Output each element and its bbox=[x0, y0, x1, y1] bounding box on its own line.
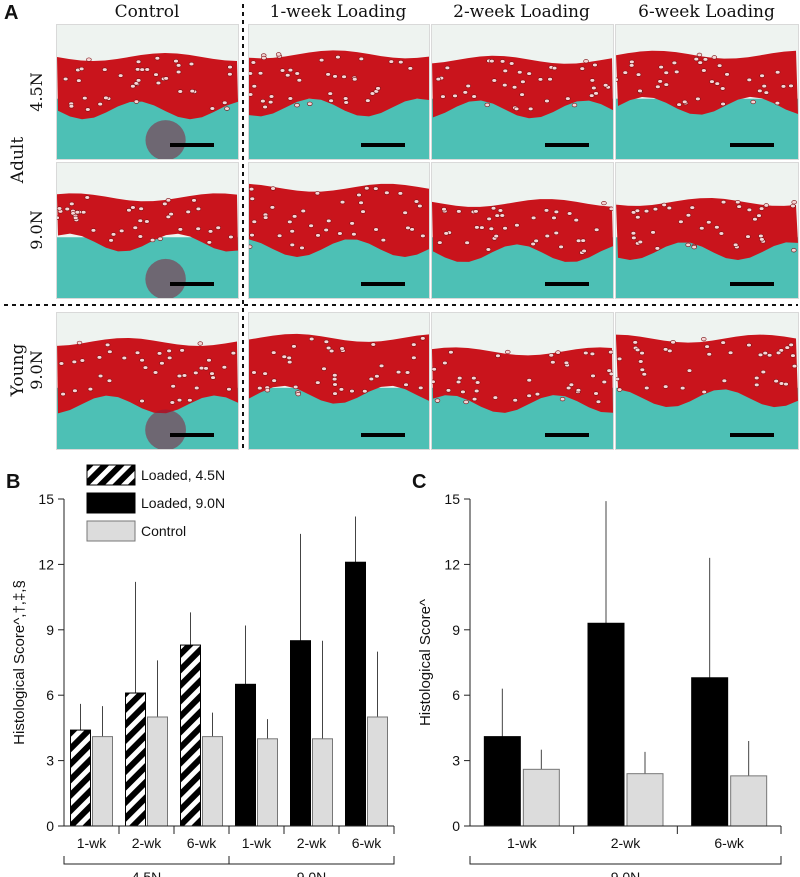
x-tick-label-c: 2-wk bbox=[611, 835, 642, 851]
y-tick-label-b: 12 bbox=[38, 556, 54, 572]
bar-loaded-b bbox=[70, 729, 91, 827]
y-tick-label-b: 15 bbox=[38, 491, 54, 507]
y-tick-label-c: 15 bbox=[444, 491, 460, 507]
y-tick-label-b: 9 bbox=[46, 622, 54, 638]
micrograph-adult-9-0n-2-week bbox=[431, 162, 614, 299]
micrograph-young-9-0n-2-week bbox=[431, 312, 614, 450]
x-tick-label-b: 2-wk bbox=[297, 835, 328, 851]
legend-label-b: Control bbox=[141, 523, 186, 539]
panel-a-letter: A bbox=[4, 2, 19, 24]
bar-control-c bbox=[626, 773, 664, 827]
bar-control-c bbox=[522, 768, 560, 827]
bar-loaded-c bbox=[483, 736, 521, 827]
legend-swatch-b bbox=[86, 492, 136, 514]
group-bracket-b bbox=[63, 856, 230, 865]
bar-control-b bbox=[312, 738, 333, 827]
x-tick-label-b: 6-wk bbox=[352, 835, 383, 851]
y-tick-label-c: 9 bbox=[452, 622, 460, 638]
x-tick-label-c: 6-wk bbox=[714, 835, 745, 851]
column-header-1-week: 1-week Loading bbox=[269, 2, 407, 22]
x-tick-label-c: 1-wk bbox=[507, 835, 538, 851]
legend-label-b: Loaded, 9.0N bbox=[141, 495, 225, 511]
legend-label-b: Loaded, 4.5N bbox=[141, 467, 225, 483]
x-tick-label-b: 1-wk bbox=[77, 835, 108, 851]
micrograph-young-9-0n-1-week bbox=[248, 312, 430, 450]
bar-loaded-b bbox=[290, 640, 311, 827]
y-tick-label-c: 6 bbox=[452, 687, 460, 703]
bar-loaded-b bbox=[125, 692, 146, 827]
bar-loaded-c bbox=[691, 677, 729, 827]
micrograph-adult-9-0n-1-week bbox=[248, 162, 430, 299]
micrograph-adult-4-5n-6-week bbox=[615, 24, 799, 160]
y-tick-label-c: 0 bbox=[452, 818, 460, 834]
micrograph-adult-4-5n-control bbox=[56, 24, 239, 160]
y-tick-label-b: 3 bbox=[46, 753, 54, 769]
micrograph-young-9-0n-6-week bbox=[615, 312, 799, 450]
group-label-b: 9.0N bbox=[297, 869, 327, 877]
group-bracket-b bbox=[228, 856, 395, 865]
bar-loaded-b bbox=[180, 644, 201, 827]
micrograph-young-9-0n-control bbox=[56, 312, 239, 450]
bar-control-b bbox=[147, 716, 168, 827]
y-axis-title-b: Histological Score^,†,‡,§ bbox=[11, 580, 28, 745]
x-tick-label-b: 2-wk bbox=[132, 835, 163, 851]
legend-swatch-b bbox=[86, 464, 136, 486]
column-header-6-week: 6-week Loading bbox=[638, 2, 775, 22]
bar-control-c bbox=[730, 775, 768, 827]
x-tick-label-b: 6-wk bbox=[187, 835, 218, 851]
y-tick-label-b: 6 bbox=[46, 687, 54, 703]
bar-loaded-b bbox=[345, 561, 366, 827]
bar-loaded-b bbox=[235, 683, 256, 827]
bar-loaded-c bbox=[587, 622, 625, 827]
micrograph-adult-9-0n-control bbox=[56, 162, 239, 299]
column-header-control: Control bbox=[114, 2, 180, 22]
x-tick-label-b: 1-wk bbox=[242, 835, 273, 851]
y-tick-label-c: 3 bbox=[452, 753, 460, 769]
group-label-c: 9.0N bbox=[611, 869, 641, 877]
bar-control-b bbox=[257, 738, 278, 827]
legend-swatch-b bbox=[86, 520, 136, 542]
y-tick-label-b: 0 bbox=[46, 818, 54, 834]
y-tick-label-c: 12 bbox=[444, 556, 460, 572]
group-label-b: 4.5N bbox=[132, 869, 162, 877]
panel-a-dividers bbox=[4, 4, 798, 450]
y-axis-title-c: Histological Score^ bbox=[417, 599, 434, 726]
group-bracket-c bbox=[469, 856, 782, 865]
micrograph-adult-9-0n-6-week bbox=[615, 162, 799, 299]
bar-control-b bbox=[202, 736, 223, 827]
bar-control-b bbox=[92, 736, 113, 827]
column-header-2-week: 2-week Loading bbox=[453, 2, 590, 22]
bar-control-b bbox=[367, 716, 388, 827]
panel-c-letter: C bbox=[412, 471, 426, 493]
panel-b-letter: B bbox=[6, 471, 20, 493]
micrograph-adult-4-5n-2-week bbox=[431, 24, 614, 160]
micrograph-adult-4-5n-1-week bbox=[248, 24, 430, 160]
charts-b-c: B C 0 3 6 9 12 15 Histological Score^,†,‡,§ 1-wk 2… bbox=[6, 464, 782, 877]
